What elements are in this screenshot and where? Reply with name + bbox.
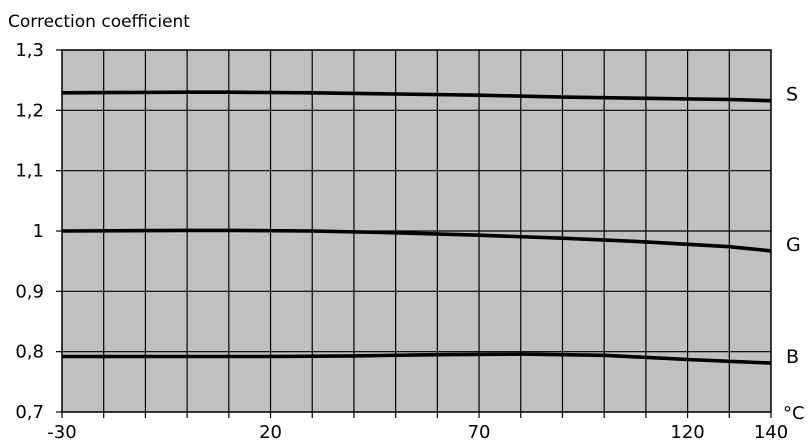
x-tick-label: 70 — [468, 422, 491, 443]
plot-frame — [61, 49, 772, 413]
chart-title: Correction coefficient — [8, 12, 190, 32]
series-label-g: G — [786, 234, 801, 256]
x-tick-label: -30 — [47, 422, 76, 443]
x-tick-label: 20 — [259, 422, 282, 443]
series-label-s: S — [786, 84, 798, 106]
series-line-g — [61, 228, 772, 253]
y-tick-label: 1 — [33, 221, 44, 242]
x-axis-unit-label: °C — [783, 403, 805, 424]
plot-area: 0,7 0,8 0,9 1 1,1 1,2 1,3 -30 20 70 120 140°C S G B — [15, 40, 804, 443]
y-tick-label: 0,9 — [15, 281, 44, 302]
y-tick-label: 0,8 — [15, 342, 44, 363]
x-tick-label: 140 — [754, 422, 788, 443]
y-tick-label: 1,1 — [15, 161, 44, 182]
series-label-b: B — [786, 346, 799, 368]
series-line-b — [62, 352, 772, 365]
y-tick-label: 1,2 — [15, 100, 44, 121]
y-tick-label: 1,3 — [15, 40, 44, 61]
series-line-s — [61, 90, 772, 103]
y-tick-label: 0,7 — [15, 402, 44, 423]
x-tick-label: 120 — [670, 422, 704, 443]
